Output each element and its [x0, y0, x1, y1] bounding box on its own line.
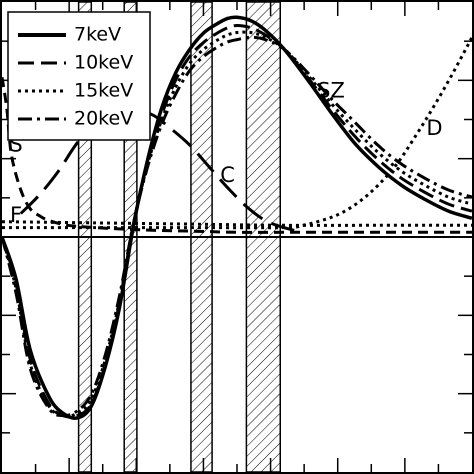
- legend-label: 7keV: [74, 24, 121, 46]
- series-line-curve-7: [1, 220, 472, 227]
- series-line-15kev: [0, 30, 473, 418]
- series-lines: [0, 15, 474, 420]
- legend-items: 7keV 10keV 15keV 20keV: [18, 24, 133, 130]
- annotation-label: SZ: [317, 78, 345, 102]
- annotation-label: F: [10, 203, 22, 227]
- legend: 7keV 10keV 15keV 20keV: [7, 11, 151, 141]
- series-line-7kev: [0, 15, 473, 420]
- series-line-20kev: [0, 35, 473, 418]
- annotation-label: D: [426, 116, 442, 140]
- legend-label: 10keV: [74, 52, 133, 74]
- series-line-10kev: [0, 23, 473, 419]
- series-line-curve-5: [0, 76, 472, 234]
- legend-label: 15keV: [74, 80, 133, 102]
- series-line-curve-6: [2, 36, 474, 230]
- series-line-curve-4: [19, 108, 304, 234]
- annotation-label: C: [220, 163, 235, 187]
- legend-label: 20keV: [74, 108, 133, 130]
